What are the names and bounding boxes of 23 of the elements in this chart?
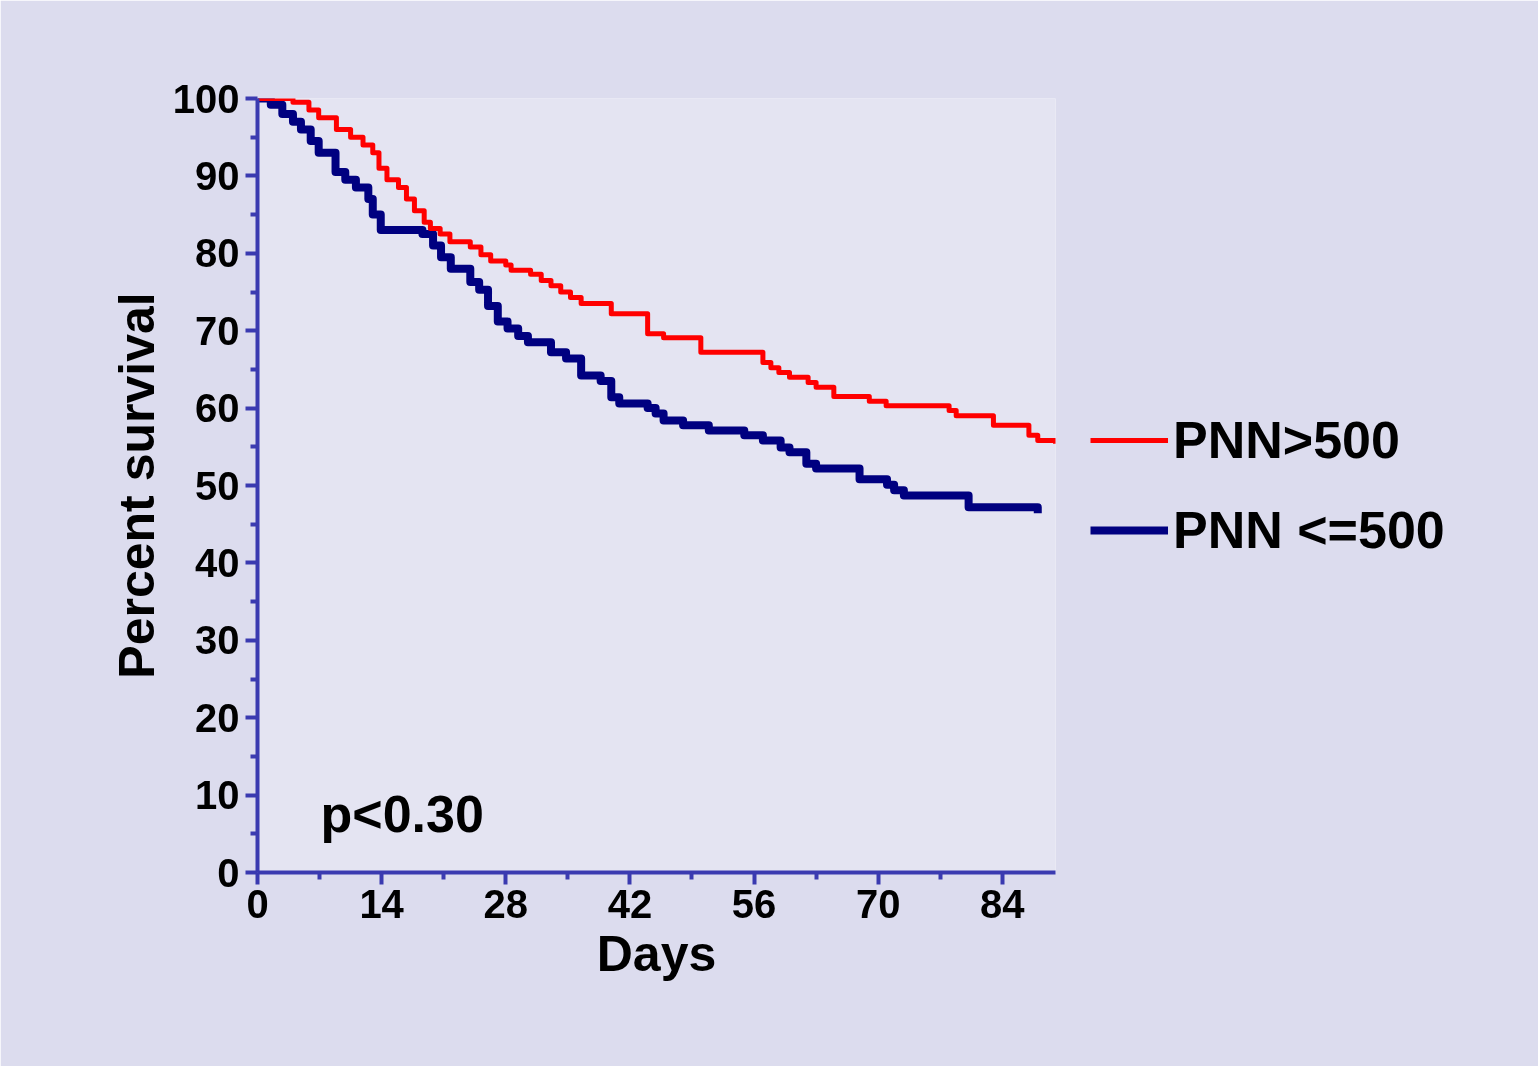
y-tick-label: 40 [195, 540, 240, 585]
x-tick-label: 14 [359, 881, 405, 926]
x-tick-label: 0 [246, 881, 269, 926]
x-tick-label: 70 [855, 881, 901, 926]
y-tick-label: 30 [195, 618, 240, 663]
x-axis-title: Days [596, 925, 717, 982]
y-axis-title: Percent survival [108, 292, 165, 679]
legend-label: PNN <=500 [1173, 500, 1445, 560]
y-tick-label: 100 [172, 76, 240, 121]
x-tick-label: 42 [607, 881, 653, 926]
y-tick-label: 80 [195, 231, 240, 276]
y-tick-label: 90 [195, 153, 240, 198]
y-tick-label: 0 [217, 850, 240, 895]
y-tick-label: 60 [195, 386, 240, 431]
annotation: p<0.30 [320, 784, 484, 843]
y-tick-label: 70 [195, 308, 240, 353]
y-tick-label: 20 [195, 695, 240, 740]
y-tick-label: 50 [195, 463, 240, 508]
x-tick-label: 84 [980, 881, 1026, 926]
legend-label: PNN>500 [1173, 410, 1400, 470]
x-tick-label: 28 [483, 881, 529, 926]
y-tick-label: 10 [195, 773, 240, 818]
x-tick-label: 56 [731, 881, 777, 926]
